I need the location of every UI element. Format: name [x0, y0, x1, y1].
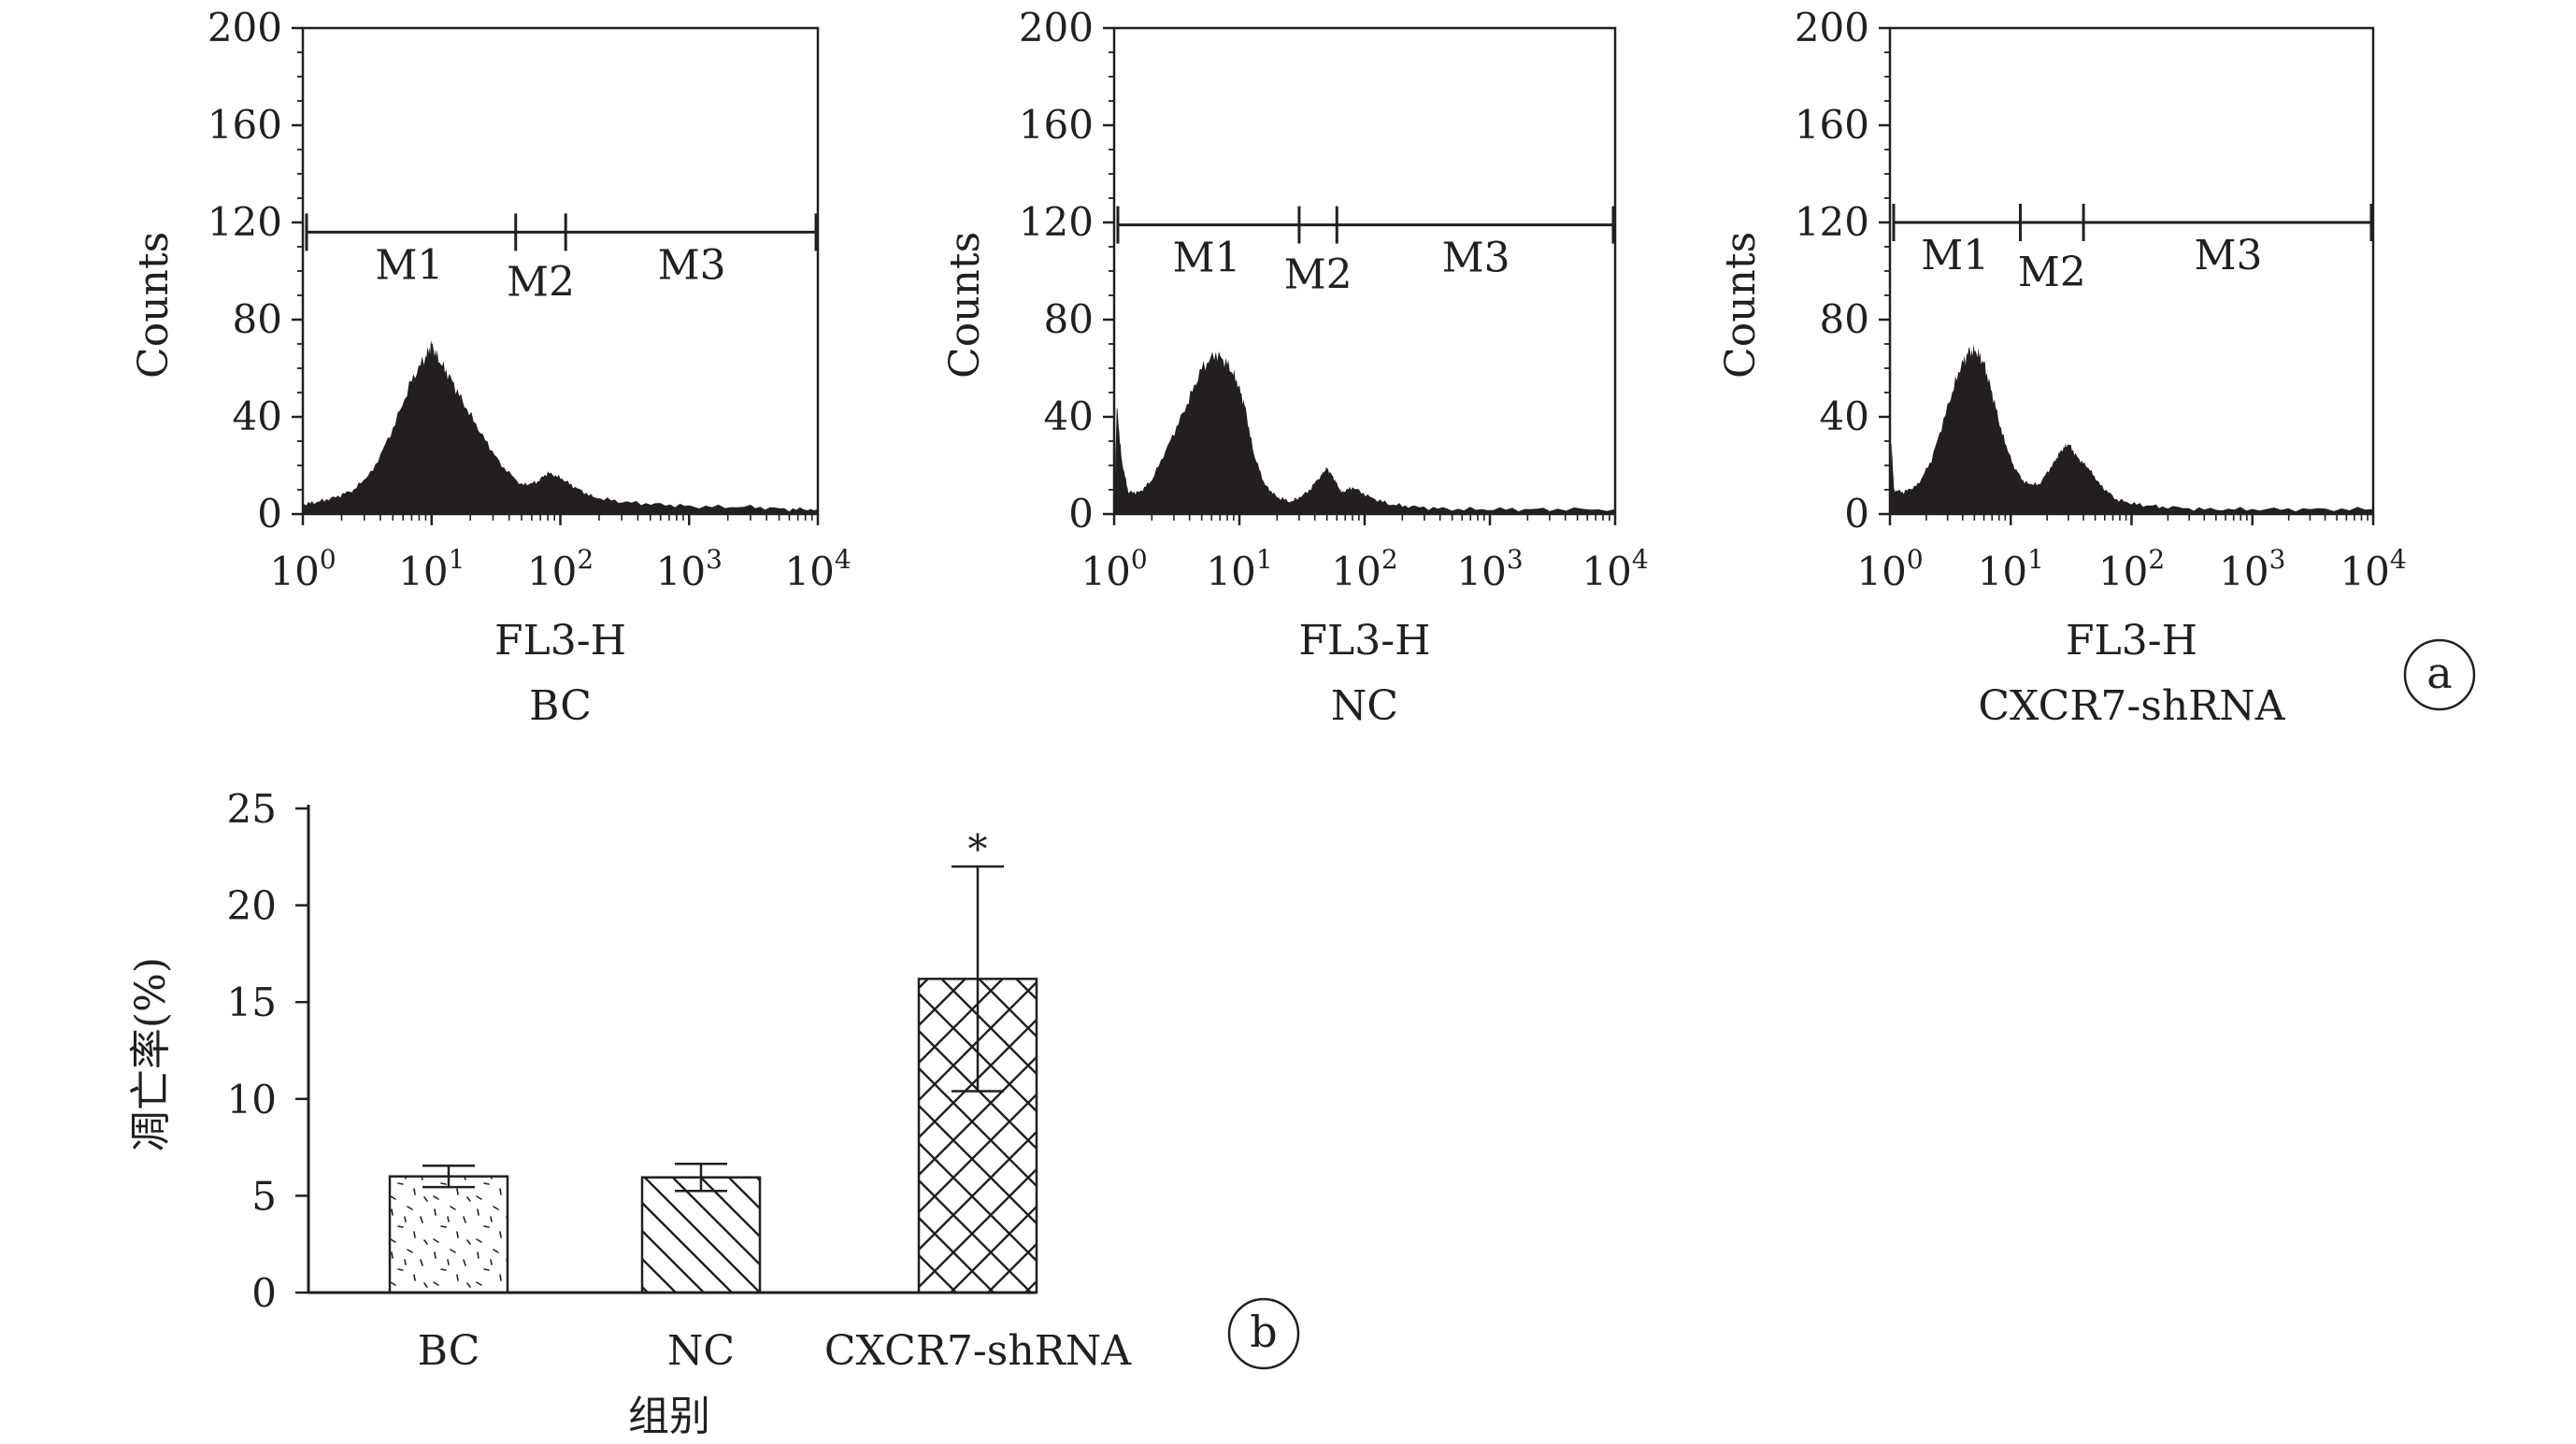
gate-label-m2: M2 [2018, 249, 2086, 296]
y-tick-label: 10 [227, 1077, 277, 1122]
panel-letter-a: a [2426, 648, 2452, 698]
panel-subtitle: CXCR7-shRNA [1978, 682, 2285, 730]
y-axis-title: Counts [941, 232, 989, 379]
y-tick-label: 160 [208, 102, 282, 148]
x-tick-label: 104 [1581, 544, 1648, 594]
y-tick-label: 20 [227, 883, 277, 929]
panel-subtitle: BC [529, 682, 592, 730]
y-tick-label: 0 [257, 491, 282, 536]
x-tick-label: 101 [1206, 544, 1272, 594]
gate-label-m1: M1 [1921, 232, 1989, 279]
x-tick-label: 104 [2340, 544, 2406, 594]
y-tick-label: 80 [1820, 296, 1869, 342]
y-axis-title: Counts [130, 232, 178, 379]
gate-label-m1: M1 [375, 241, 443, 289]
x-axis-title: 组别 [628, 1393, 710, 1440]
x-tick-label: 101 [398, 544, 465, 594]
y-tick-label: 40 [1044, 393, 1094, 439]
y-tick-label: 40 [233, 393, 282, 439]
histogram-area [1890, 344, 2373, 514]
gate-label-m2: M2 [507, 258, 575, 306]
x-tick-label: 103 [1456, 544, 1523, 594]
x-tick-label: 104 [784, 544, 851, 594]
y-tick-label: 200 [1019, 5, 1094, 50]
x-axis-title: FL3-H [494, 617, 626, 665]
x-tick-label: 102 [2098, 544, 2165, 594]
y-axis-title: Counts [1717, 232, 1765, 379]
y-tick-label: 80 [233, 296, 282, 342]
y-tick-label: 0 [1068, 491, 1094, 536]
x-category-label: CXCR7-shRNA [824, 1327, 1132, 1375]
histogram-area [1114, 350, 1615, 514]
bar-chart: 0 5 10 15 20 25 BC NC * CXCR7-shRNA 组别 凋亡率(%) [127, 786, 1132, 1440]
histogram-panel-3: 0 40 80 120 160 200 100 101 102 103 104 M1 M2 M3 FL3-H… [1717, 5, 2407, 730]
gate-label-m2: M2 [1284, 251, 1352, 299]
histogram-panel-1: 0 40 80 120 160 200 100 101 102 103 104 M1 M2 M3 FL3-H… [130, 5, 852, 730]
y-tick-label: 160 [1019, 102, 1094, 148]
gate-label-m3: M3 [1442, 235, 1510, 282]
y-tick-label: 15 [227, 979, 277, 1025]
bar-bc [388, 1175, 509, 1294]
x-tick-label: 101 [1978, 544, 2044, 594]
bar-nc [640, 1176, 762, 1294]
y-tick-label: 120 [1795, 199, 1869, 245]
panel-letter-b-circle [1227, 1297, 1300, 1370]
y-tick-label: 5 [251, 1173, 277, 1219]
y-tick-label: 200 [208, 5, 282, 50]
x-tick-label: 103 [2219, 544, 2285, 594]
gate-label-m1: M1 [1172, 235, 1240, 282]
y-tick-label: 25 [227, 786, 277, 832]
histogram-panel-2: 0 40 80 120 160 200 100 101 102 103 104 M1 M2 M3 FL3-H… [941, 5, 1649, 730]
gate-label-m3: M3 [2195, 232, 2263, 279]
y-tick-label: 160 [1795, 102, 1869, 148]
x-axis-title: FL3-H [2066, 617, 2197, 665]
panel-letter-b: b [1250, 1307, 1277, 1357]
y-axis-title: 凋亡率(%) [127, 957, 175, 1151]
y-tick-label: 120 [208, 199, 282, 245]
panel-subtitle: NC [1331, 682, 1398, 730]
histogram-area [303, 339, 818, 514]
y-tick-label: 0 [251, 1270, 277, 1316]
x-tick-label: 100 [269, 544, 336, 594]
y-tick-label: 40 [1820, 393, 1869, 439]
x-tick-label: 100 [1856, 544, 1923, 594]
x-tick-label: 103 [656, 544, 723, 594]
gate-label-m3: M3 [658, 241, 726, 289]
x-tick-label: 102 [527, 544, 594, 594]
x-tick-label: 100 [1080, 544, 1147, 594]
significance-marker: * [968, 826, 988, 872]
x-category-label: NC [667, 1327, 735, 1375]
x-tick-label: 102 [1331, 544, 1397, 594]
y-tick-label: 80 [1044, 296, 1094, 342]
x-axis-title: FL3-H [1299, 617, 1431, 665]
panel-letter-a-circle [2403, 638, 2476, 711]
y-tick-label: 0 [1844, 491, 1869, 536]
y-tick-label: 120 [1019, 199, 1094, 245]
x-category-label: BC [418, 1327, 480, 1375]
y-tick-label: 200 [1795, 5, 1869, 50]
